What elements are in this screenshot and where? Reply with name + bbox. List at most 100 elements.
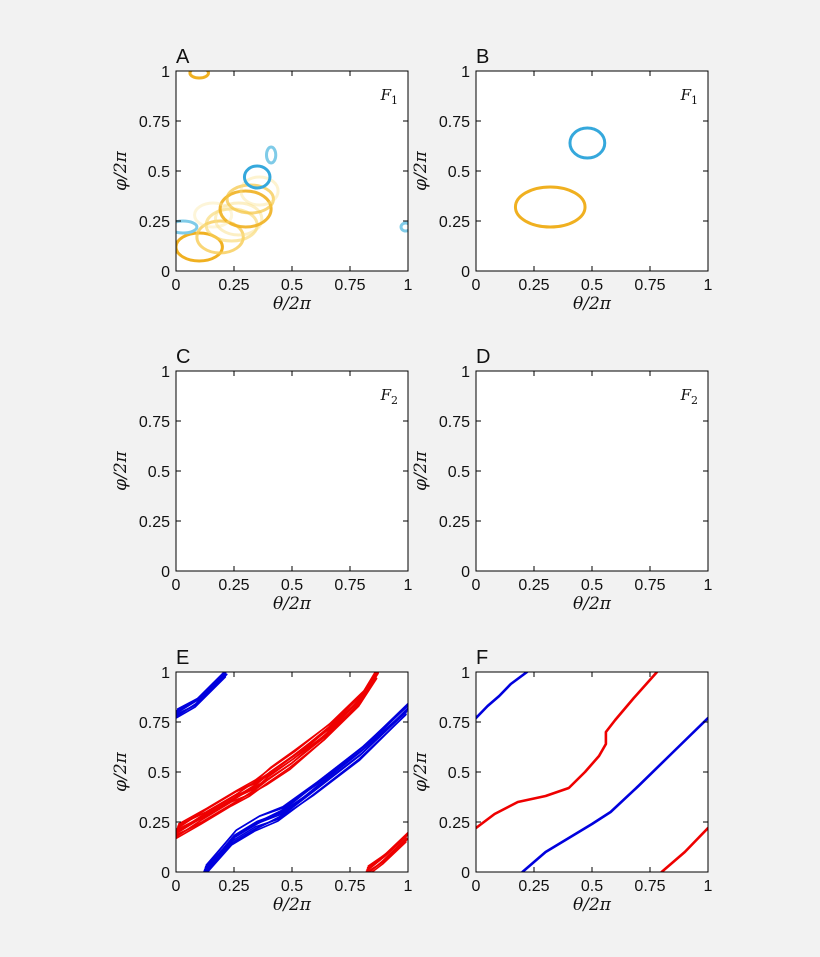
x-tick-label: 0.5 xyxy=(281,277,303,294)
series-line-2-3 xyxy=(176,677,378,836)
y-axis-label: φ/2π xyxy=(111,150,131,190)
series-line-0-3 xyxy=(176,673,228,716)
y-axis-label: φ/2π xyxy=(111,450,131,490)
plot-area xyxy=(176,371,408,571)
y-tick-label: 0.5 xyxy=(148,464,170,481)
y-tick-label: 0.75 xyxy=(439,715,470,732)
y-tick-label: 0.75 xyxy=(139,414,170,431)
x-tick-label: 0.25 xyxy=(518,878,549,895)
series-line-3-0 xyxy=(660,826,708,872)
x-tick-label: 0.5 xyxy=(581,577,603,594)
x-tick-label: 0.75 xyxy=(334,277,365,294)
panel-letter: F xyxy=(476,647,488,669)
y-tick-label: 0.5 xyxy=(148,765,170,782)
orbit-ellipse-4 xyxy=(218,189,273,229)
x-tick-label: 1 xyxy=(404,878,413,895)
y-tick-label: 0.5 xyxy=(448,765,470,782)
x-tick-label: 0.5 xyxy=(281,577,303,594)
x-tick-label: 0.25 xyxy=(518,277,549,294)
series-line-3-7 xyxy=(367,832,408,867)
x-axis-label: θ/2π xyxy=(573,294,612,314)
x-axis-label: θ/2π xyxy=(573,895,612,915)
x-tick-label: 1 xyxy=(704,277,713,294)
x-axis-label: θ/2π xyxy=(573,594,612,614)
x-tick-label: 0 xyxy=(472,277,481,294)
x-tick-label: 0 xyxy=(172,878,181,895)
series-line-0-0 xyxy=(476,672,529,720)
series-line-3-0 xyxy=(370,841,407,872)
orbit-ellipse-11 xyxy=(176,219,199,235)
series-line-0-7 xyxy=(176,672,226,710)
orbit-ellipse-9 xyxy=(242,164,272,190)
y-tick-label: 0 xyxy=(161,564,170,581)
y-tick-label: 0.75 xyxy=(139,114,170,131)
orbit-ellipse-10 xyxy=(264,145,278,165)
panel-letter: B xyxy=(476,46,489,68)
orbit-ellipse-0 xyxy=(176,231,224,263)
x-axis-label: θ/2π xyxy=(273,895,312,915)
plot-area xyxy=(476,672,708,872)
series-line-2-11 xyxy=(178,672,377,825)
y-tick-label: 0 xyxy=(161,865,170,882)
panel-F: 00 0.25 0.25 0.5 0.5 0.75 0.75 1 1 θ/2π φ/2π F xyxy=(411,647,713,915)
data-layer xyxy=(476,672,708,872)
orbit-ellipse-1 xyxy=(568,126,607,160)
x-tick-label: 0.75 xyxy=(334,878,365,895)
y-tick-label: 1 xyxy=(161,64,170,81)
x-axis-label: θ/2π xyxy=(273,294,312,314)
panel-C: 00 0.25 0.25 0.5 0.5 0.75 0.75 1 1 θ/2π φ/2π C F2 xyxy=(111,346,413,614)
y-tick-label: 0.5 xyxy=(148,164,170,181)
orbit-ellipse-7 xyxy=(193,201,234,229)
y-tick-label: 1 xyxy=(161,364,170,381)
y-axis-label: φ/2π xyxy=(411,450,431,490)
series-line-1-9 xyxy=(205,702,408,866)
y-tick-label: 0.25 xyxy=(139,214,170,231)
y-tick-label: 0.25 xyxy=(139,815,170,832)
y-tick-label: 0 xyxy=(461,865,470,882)
y-axis-label: φ/2π xyxy=(411,150,431,190)
y-tick-label: 1 xyxy=(161,665,170,682)
series-line-0-0 xyxy=(176,676,227,719)
x-tick-label: 0.5 xyxy=(581,277,603,294)
x-tick-label: 0.25 xyxy=(218,878,249,895)
y-tick-label: 0 xyxy=(461,564,470,581)
series-line-3-3 xyxy=(365,838,408,872)
panel-letter: A xyxy=(176,46,190,68)
y-tick-label: 1 xyxy=(461,665,470,682)
plot-area xyxy=(476,71,708,271)
orbit-ellipse-1 xyxy=(195,219,245,255)
x-tick-label: 1 xyxy=(704,878,713,895)
y-tick-label: 0.75 xyxy=(439,414,470,431)
series-line-2-0 xyxy=(476,672,659,830)
y-tick-label: 0 xyxy=(161,264,170,281)
x-tick-label: 0 xyxy=(172,277,181,294)
x-tick-label: 0.25 xyxy=(218,577,249,594)
y-tick-label: 0.75 xyxy=(439,114,470,131)
x-tick-label: 0 xyxy=(172,577,181,594)
plot-area xyxy=(176,672,408,872)
function-label: F1 xyxy=(680,86,698,107)
y-tick-label: 0.25 xyxy=(439,815,470,832)
plot-area xyxy=(476,371,708,571)
y-tick-label: 0.5 xyxy=(448,464,470,481)
function-label: F1 xyxy=(380,86,398,107)
data-layer xyxy=(176,672,408,872)
panel-letter: E xyxy=(176,647,189,669)
series-line-3-6 xyxy=(366,833,408,869)
x-tick-label: 0.5 xyxy=(581,878,603,895)
x-tick-label: 0.25 xyxy=(518,577,549,594)
y-tick-label: 0.25 xyxy=(439,214,470,231)
x-tick-label: 0.75 xyxy=(634,577,665,594)
y-axis-label: φ/2π xyxy=(111,751,131,791)
x-tick-label: 0.5 xyxy=(281,878,303,895)
panel-B: 00 0.25 0.25 0.5 0.5 0.75 0.75 1 1 θ/2π φ/2π B F1 xyxy=(411,46,713,314)
plot-area xyxy=(176,71,408,271)
x-tick-label: 1 xyxy=(704,577,713,594)
x-axis-label: θ/2π xyxy=(273,594,312,614)
y-tick-label: 0.75 xyxy=(139,715,170,732)
orbit-ellipse-8 xyxy=(188,71,210,80)
y-tick-label: 1 xyxy=(461,64,470,81)
orbit-ellipse-3 xyxy=(213,201,264,237)
data-layer xyxy=(176,71,408,263)
x-tick-label: 0 xyxy=(472,577,481,594)
